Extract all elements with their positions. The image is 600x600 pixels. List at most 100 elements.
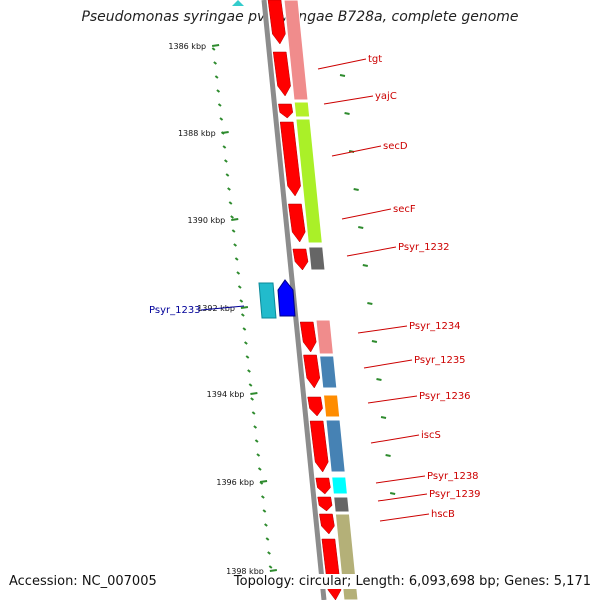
reverse-feature-block bbox=[258, 282, 277, 319]
scale-dot bbox=[268, 565, 273, 569]
outer-tick bbox=[385, 454, 391, 457]
forward-gene-arrow[interactable] bbox=[272, 51, 291, 97]
scale-dot bbox=[254, 439, 259, 443]
scale-dot bbox=[265, 537, 270, 541]
scale-dot bbox=[211, 47, 216, 51]
forward-gene-arrow[interactable] bbox=[309, 420, 329, 473]
forward-gene-arrow[interactable] bbox=[279, 121, 301, 197]
cog-feature-block bbox=[295, 118, 323, 244]
forward-gene-arrow[interactable] bbox=[303, 354, 321, 389]
gene-label-psyr_1239[interactable]: Psyr_1239 bbox=[429, 489, 481, 500]
scale-dot bbox=[224, 159, 228, 163]
outer-tick bbox=[380, 416, 387, 419]
gene-label-psyr_1232[interactable]: Psyr_1232 bbox=[398, 242, 450, 253]
forward-gene-arrow[interactable] bbox=[278, 103, 294, 119]
gene-leader-line bbox=[377, 493, 428, 502]
gene-leader-line bbox=[323, 95, 374, 105]
forward-gene-arrow[interactable] bbox=[292, 248, 309, 271]
scale-dot bbox=[253, 425, 258, 429]
scale-tick-label: 1390 kbp bbox=[188, 216, 226, 225]
forward-gene-arrow[interactable] bbox=[307, 396, 323, 417]
gene-leader-line bbox=[317, 58, 367, 70]
cog-feature-block bbox=[319, 355, 338, 389]
gene-leader-line bbox=[331, 145, 382, 157]
scale-tick-label: 1386 kbp bbox=[168, 42, 206, 51]
cog-feature-block bbox=[331, 476, 348, 495]
scale-dot bbox=[239, 299, 244, 303]
reverse-gene-arrow[interactable] bbox=[277, 279, 296, 317]
scale-tick-mark bbox=[259, 480, 268, 483]
forward-gene-arrow[interactable] bbox=[267, 0, 286, 45]
scale-dot bbox=[214, 75, 219, 79]
forward-gene-arrow[interactable] bbox=[319, 513, 335, 535]
gene-label-hscb[interactable]: hscB bbox=[431, 509, 455, 520]
scale-tick-label: 1396 kbp bbox=[216, 478, 254, 487]
scale-dot bbox=[213, 61, 217, 65]
gene-leader-line bbox=[379, 513, 430, 522]
scale-dot bbox=[242, 327, 247, 331]
scale-dot bbox=[245, 355, 250, 359]
scale-dot bbox=[251, 411, 256, 415]
outer-tick bbox=[362, 264, 368, 267]
cog-feature-block bbox=[283, 0, 309, 101]
gene-leader-line bbox=[363, 359, 413, 369]
gene-label-tgt[interactable]: tgt bbox=[368, 54, 382, 65]
gene-label-psyr_1233[interactable]: Psyr_1233 bbox=[149, 305, 201, 316]
forward-gene-arrow[interactable] bbox=[317, 496, 333, 512]
scale-dot bbox=[217, 103, 222, 107]
gene-leader-line bbox=[341, 208, 392, 220]
scale-tick-mark bbox=[269, 569, 278, 572]
gene-label-iscs[interactable]: iscS bbox=[421, 430, 441, 441]
gene-leader-line bbox=[357, 325, 408, 334]
cog-feature-block bbox=[325, 419, 346, 473]
scale-tick-mark bbox=[231, 218, 239, 221]
scale-tick-mark bbox=[250, 392, 258, 395]
outer-tick bbox=[353, 188, 359, 191]
scale-tick-label: 1394 kbp bbox=[207, 390, 245, 399]
scale-dot bbox=[250, 397, 254, 401]
top-marker bbox=[232, 0, 244, 6]
accession-text: Accession: NC_007005 bbox=[9, 574, 157, 589]
scale-tick-mark bbox=[240, 306, 249, 309]
scale-dot bbox=[244, 341, 248, 345]
outer-tick bbox=[358, 226, 364, 229]
gene-label-psyr_1234[interactable]: Psyr_1234 bbox=[409, 321, 461, 332]
outer-tick bbox=[339, 74, 346, 77]
cog-feature-block bbox=[315, 319, 334, 355]
scale-dot bbox=[228, 201, 233, 205]
scale-dot bbox=[257, 467, 262, 471]
gene-leader-line bbox=[367, 395, 418, 404]
genome-summary-text: Topology: circular; Length: 6,093,698 bp… bbox=[233, 574, 591, 589]
gene-label-secd[interactable]: secD bbox=[383, 141, 408, 152]
scale-dot bbox=[247, 369, 251, 373]
scale-dot bbox=[260, 495, 265, 499]
outer-tick bbox=[344, 112, 350, 115]
outer-tick bbox=[389, 492, 396, 495]
scale-dot bbox=[262, 509, 267, 513]
scale-dot bbox=[233, 243, 238, 247]
forward-gene-arrow[interactable] bbox=[288, 203, 306, 243]
scale-dot bbox=[219, 117, 224, 121]
gene-label-yajc[interactable]: yajC bbox=[375, 91, 397, 102]
cog-feature-block bbox=[333, 496, 350, 513]
scale-tick-label: 1398 kbp bbox=[226, 567, 264, 576]
gene-label-psyr_1235[interactable]: Psyr_1235 bbox=[414, 355, 466, 366]
scale-dot bbox=[240, 313, 245, 317]
gene-label-psyr_1238[interactable]: Psyr_1238 bbox=[427, 471, 479, 482]
outer-tick bbox=[367, 302, 373, 305]
cog-feature-block bbox=[293, 101, 311, 118]
scale-dot bbox=[234, 257, 239, 261]
scale-dot bbox=[225, 173, 230, 177]
scale-dot bbox=[222, 145, 227, 149]
gene-leader-line bbox=[370, 434, 420, 444]
scale-dot bbox=[264, 523, 268, 527]
scale-tick-mark bbox=[221, 131, 229, 134]
scale-dot bbox=[236, 271, 241, 275]
gene-leader-line bbox=[346, 246, 397, 257]
forward-gene-arrow[interactable] bbox=[299, 321, 317, 353]
gene-label-secf[interactable]: secF bbox=[393, 204, 416, 215]
scale-dot bbox=[231, 229, 236, 233]
forward-gene-arrow[interactable] bbox=[315, 477, 331, 495]
gene-label-psyr_1236[interactable]: Psyr_1236 bbox=[419, 391, 471, 402]
